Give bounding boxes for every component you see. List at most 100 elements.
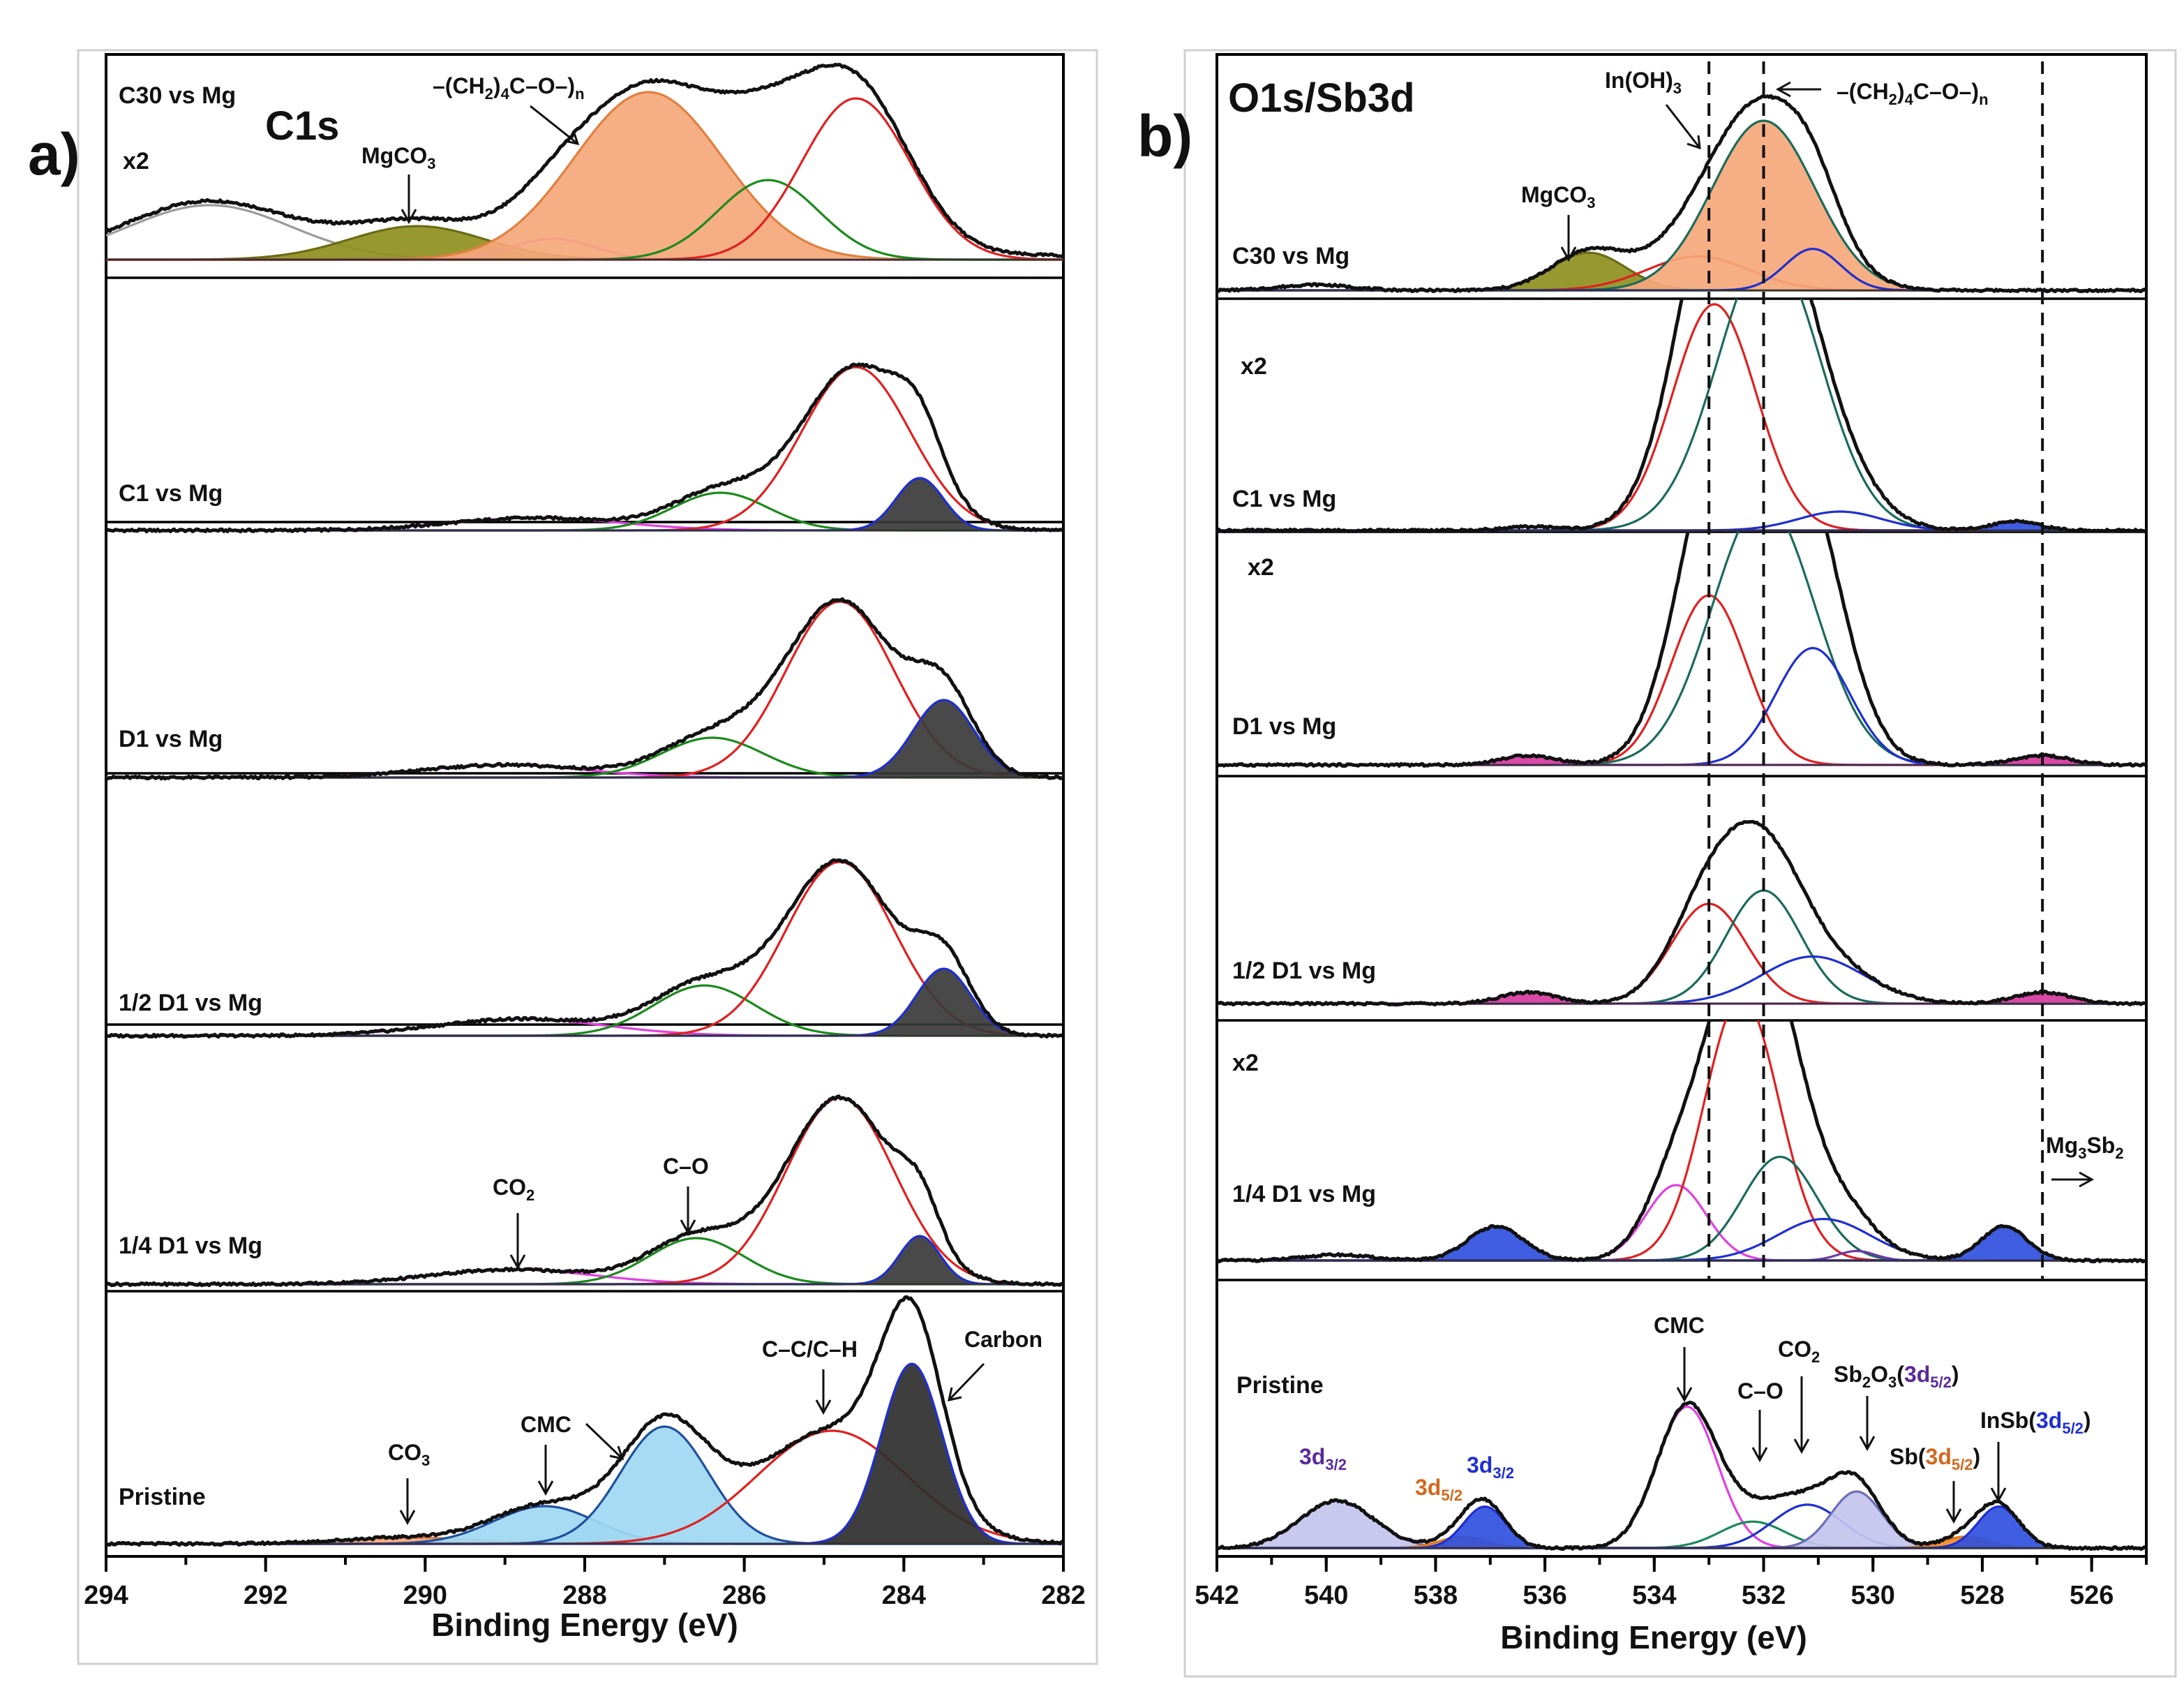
spectrum-group xyxy=(106,597,1063,781)
annotation-in-oh-3: In(OH)3 xyxy=(1605,68,1682,97)
annotation-arrowhead xyxy=(1686,135,1701,150)
spectrum-group xyxy=(1217,819,2146,1007)
x-tick-label: 538 xyxy=(1414,1581,1458,1610)
spectrum-envelope xyxy=(1217,532,2146,768)
panel-a-annotations: MgCO3 –(CH2)4C–O–)n CO2 C–O CO3 CMC C–C/… xyxy=(361,73,1042,1526)
annotation-arrowhead xyxy=(537,1480,554,1496)
spectrum-envelope xyxy=(106,1295,1063,1547)
annotation-mgco3: MgCO3 xyxy=(1521,182,1595,211)
annotation-arrowhead xyxy=(1751,1447,1768,1463)
spectrum-label: 1/4 D1 vs Mg xyxy=(119,1233,262,1259)
annotation-polyether: –(CH2)4C–O–)n xyxy=(1837,79,1989,108)
annotation-arrowhead xyxy=(1676,1387,1693,1403)
spectrum-scale-note: x2 xyxy=(1232,1050,1259,1076)
panel-b-letter: b) xyxy=(1137,103,1192,169)
annotation-arrowhead xyxy=(399,1510,416,1526)
spectrum-group xyxy=(1217,1020,2146,1264)
spectrum-label: D1 vs Mg xyxy=(1232,713,1336,740)
annotation-c-o: C–O xyxy=(663,1154,709,1179)
panel-b-o1s-sb3d: b) O1s/Sb3d Binding Energy (eV) 542 540 53… xyxy=(1137,49,2177,1678)
fitted-peak-fill xyxy=(106,226,1063,260)
panel-a-spectra xyxy=(106,63,1063,1547)
spectrum-envelope xyxy=(106,858,1063,1039)
spectrum-envelope xyxy=(1217,94,2146,294)
spectrum-label: D1 vs Mg xyxy=(119,726,223,752)
annotation-sb-metal: Sb(3d5/2) xyxy=(1890,1444,1980,1473)
spectrum-label: Pristine xyxy=(1236,1372,1324,1399)
spectrum-label: Pristine xyxy=(119,1484,206,1510)
annotation-polyether: –(CH2)4C–O–)n xyxy=(433,73,585,103)
spectrum-envelope xyxy=(106,362,1063,534)
panel-a-letter: a) xyxy=(28,121,80,187)
panel-b-reference-lines xyxy=(1707,61,2044,1280)
x-tick-label: 292 xyxy=(244,1581,287,1610)
spectrum-envelope xyxy=(1217,1400,2146,1552)
x-tick-label: 528 xyxy=(1960,1581,2004,1610)
spectrum-group xyxy=(106,858,1063,1039)
x-tick-label: 290 xyxy=(403,1581,447,1610)
panel-a-plot-frame xyxy=(105,53,1065,1558)
panel-a-title: C1s xyxy=(265,103,339,149)
spectrum-group xyxy=(106,63,1063,261)
annotation-3d5-2-sb: 3d5/2 xyxy=(1415,1475,1463,1504)
annotation-arrowhead xyxy=(1990,1487,2007,1503)
spectrum-envelope xyxy=(106,1094,1063,1288)
spectrum-group xyxy=(106,1295,1063,1547)
annotation-arrowhead xyxy=(1859,1436,1876,1452)
x-tick-label: 542 xyxy=(1195,1581,1239,1610)
fitted-peak-line xyxy=(1217,1020,2146,1262)
annotation-3d3-2-sb2o3: 3d3/2 xyxy=(1299,1444,1347,1473)
spectrum-envelope xyxy=(106,597,1063,781)
annotation-arrowhead xyxy=(401,209,417,225)
annotation-arrow xyxy=(1665,104,1701,149)
annotation-c-c-c-h: C–C/C–H xyxy=(762,1337,858,1362)
annotation-3d3-2-insb: 3d3/2 xyxy=(1467,1452,1514,1482)
x-tick-label: 288 xyxy=(562,1581,606,1610)
x-tick-label: 284 xyxy=(882,1581,926,1610)
annotation-cmc: CMC xyxy=(1654,1313,1705,1338)
annotation-insb: InSb(3d5/2) xyxy=(1980,1408,2091,1437)
x-tick-label: 282 xyxy=(1041,1581,1085,1610)
x-tick-label: 536 xyxy=(1523,1581,1566,1610)
spectrum-envelope xyxy=(1217,299,2146,534)
annotation-cmc: CMC xyxy=(521,1412,571,1437)
panel-b-outer-border xyxy=(1183,49,2177,1678)
panel-b-title: O1s/Sb3d xyxy=(1228,75,1415,121)
annotation-c-o: C–O xyxy=(1737,1378,1783,1404)
annotation-arrowhead xyxy=(680,1219,696,1235)
spectrum-group xyxy=(1217,1400,2146,1552)
fitted-peak-line xyxy=(1217,303,2146,532)
spectrum-scale-note: x2 xyxy=(1241,353,1267,380)
annotation-arrowhead xyxy=(609,1445,624,1461)
x-tick-label: 530 xyxy=(1851,1581,1895,1610)
annotation-arrowhead xyxy=(1560,246,1577,262)
spectrum-group xyxy=(1217,94,2146,294)
panel-a-x-axis-label: Binding Energy (eV) xyxy=(431,1607,738,1643)
fitted-peak-fill xyxy=(1217,1501,2146,1548)
x-tick-label: 540 xyxy=(1304,1581,1348,1610)
panel-b-plot-frame xyxy=(1216,53,2148,1558)
annotation-mgco3: MgCO3 xyxy=(361,143,435,172)
spectrum-label: C30 vs Mg xyxy=(1232,243,1349,269)
annotation-arrowhead xyxy=(1793,1438,1810,1454)
panel-a-c1s: a) C1s Binding Energy (eV) 294 292 290 288 2… xyxy=(28,49,1098,1665)
fitted-peak-line xyxy=(1217,594,2146,766)
x-tick-label: 532 xyxy=(1742,1581,1786,1610)
fitted-peak-fill xyxy=(106,700,1063,777)
annotation-arrowhead xyxy=(2079,1171,2095,1188)
spectrum-group xyxy=(106,362,1063,534)
fitted-peak-fill xyxy=(106,1364,1063,1544)
spectrum-label: 1/4 D1 vs Mg xyxy=(1232,1181,1376,1207)
fitted-peak-fill xyxy=(1217,121,2146,290)
annotation-co2: CO2 xyxy=(493,1175,534,1204)
panel-a-spectrum-labels: C30 vs Mg x2 C1 vs Mg D1 vs Mg 1/2 D1 vs… xyxy=(119,82,262,1510)
x-tick-label: 286 xyxy=(722,1581,766,1610)
annotation-sb2o3: Sb2O3(3d5/2) xyxy=(1834,1362,1959,1391)
fitted-peak-fill xyxy=(106,478,1063,530)
panel-a-outer-border xyxy=(77,49,1098,1665)
panel-b-spectrum-labels: C30 vs Mg x2 C1 vs Mg x2 D1 vs Mg 1/2 D1… xyxy=(1232,243,1376,1399)
panel-a-x-ticks: 294 292 290 288 286 284 282 xyxy=(84,1556,1086,1610)
spectrum-label: 1/2 D1 vs Mg xyxy=(119,990,262,1016)
spectrum-scale-note: x2 xyxy=(123,148,149,174)
fitted-peak-fill xyxy=(106,969,1063,1036)
